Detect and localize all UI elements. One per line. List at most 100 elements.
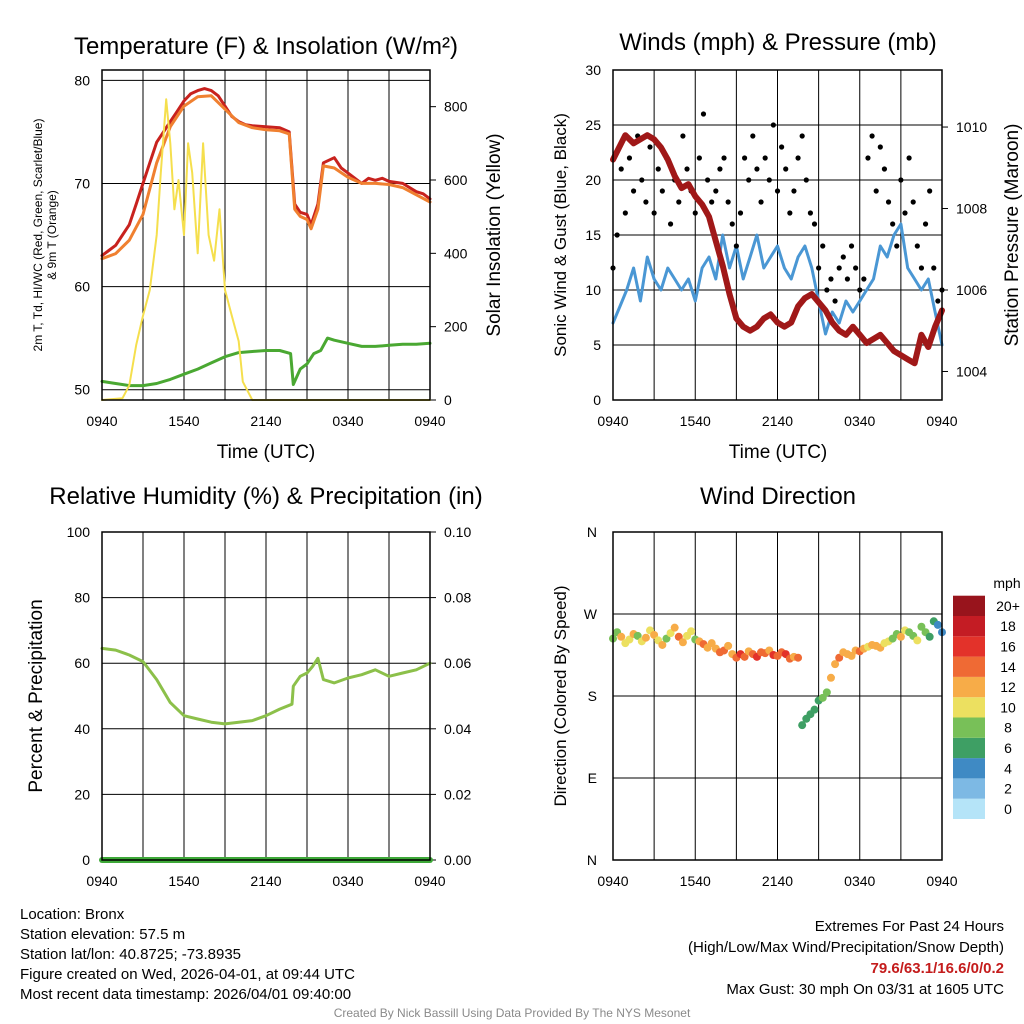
y-axis-label: Sonic Wind & Gust (Blue, Black) [551, 113, 570, 357]
direction-point [831, 660, 840, 669]
direction-point [913, 636, 922, 645]
y-tick-label: 25 [585, 117, 601, 133]
gust-point [836, 265, 842, 271]
y2-tick-label: 800 [444, 99, 468, 115]
colorbar-cell [953, 676, 985, 698]
direction-point [625, 635, 634, 644]
y-tick-label: N [587, 524, 597, 540]
colorbar-label: 20+ [996, 598, 1020, 614]
colorbar-label: 16 [1000, 638, 1016, 654]
gust-point [766, 177, 772, 183]
gust-point [853, 265, 859, 271]
x-tick-label: 0340 [332, 873, 363, 889]
gust-point [795, 155, 801, 161]
gust-point [906, 155, 912, 161]
gust-point [639, 177, 645, 183]
y2-tick-label: 1010 [956, 119, 987, 135]
station-info: Location: Bronx Station elevation: 57.5 … [20, 905, 355, 1005]
direction-point [798, 721, 807, 730]
series-line-2m-dewpoint [100, 336, 432, 388]
gust-point [737, 210, 744, 216]
y-tick-label: 100 [67, 524, 91, 540]
direction-point [662, 634, 671, 643]
y-tick-label: 80 [74, 72, 90, 88]
gust-point [655, 166, 661, 172]
y-tick-label: 70 [74, 175, 90, 191]
x-tick-label: 0940 [414, 413, 445, 429]
colorbar-unit: mph [993, 575, 1020, 591]
y2-tick-label: 0.08 [444, 590, 471, 606]
gust-point [902, 210, 908, 216]
gust-point [729, 221, 735, 227]
x-tick-label: 1540 [680, 873, 711, 889]
gust-point [922, 221, 929, 227]
x-axis-label: Time (UTC) [217, 442, 316, 463]
x-tick-label: 0940 [597, 413, 628, 429]
colorbar-cell [953, 595, 985, 616]
x-tick-label: 0340 [844, 873, 875, 889]
gust-point [927, 188, 933, 194]
plot-frame [101, 531, 431, 861]
colorbar-cell [953, 778, 985, 799]
gust-point [750, 133, 756, 139]
x-tick-label: 1540 [168, 873, 199, 889]
y-tick-label: 20 [585, 172, 601, 188]
gust-point [807, 210, 814, 216]
gust-point [774, 188, 781, 194]
x-tick-label: 0340 [844, 413, 875, 429]
gust-point [647, 144, 653, 150]
y2-tick-label: 0.00 [444, 852, 471, 868]
gust-point [754, 166, 760, 172]
y2-tick-label: 200 [444, 319, 468, 335]
colorbar-cell [953, 616, 985, 637]
series-line-sonic-wind [611, 222, 944, 347]
y-tick-label: 20 [74, 786, 90, 802]
y2-tick-label: 1004 [956, 363, 987, 379]
y-tick-label: 30 [585, 62, 601, 78]
gust-point [848, 243, 855, 249]
station-latlon: Station lat/lon: 40.8725; -73.8935 [20, 946, 242, 963]
direction-point [933, 620, 942, 629]
chart-title: Winds (mph) & Pressure (mb) [619, 29, 936, 56]
gust-point [787, 210, 793, 216]
y2-tick-label: 0.10 [444, 524, 471, 540]
gust-point [783, 166, 789, 172]
chart-title: Wind Direction [700, 483, 856, 510]
series-line-station-pressure [610, 132, 945, 367]
colorbar-label: 6 [1004, 740, 1012, 756]
gust-point [844, 276, 851, 282]
x-tick-label: 0940 [597, 873, 628, 889]
colorbar-label: 8 [1004, 720, 1012, 736]
y2-tick-label: 1008 [956, 201, 987, 217]
colorbar-label: 14 [1000, 659, 1016, 675]
max-gust: Max Gust: 30 mph On 03/31 at 1605 UTC [726, 981, 1004, 998]
direction-point [847, 651, 856, 660]
gust-point [935, 298, 941, 304]
direction-point [633, 631, 642, 640]
gust-point [885, 199, 892, 205]
gust-point [779, 144, 785, 150]
direction-point [707, 639, 716, 648]
gust-point [824, 287, 830, 293]
y2-tick-label: 400 [444, 245, 468, 261]
plot-frame [612, 531, 943, 861]
direction-point [674, 632, 683, 641]
gust-point [832, 298, 838, 304]
direction-point [896, 632, 905, 641]
x-tick-label: 0940 [86, 413, 117, 429]
direction-point [794, 653, 803, 662]
chart-wind: Winds (mph) & Pressure (mb) 0 5 10 15 20 25 30 1… [551, 29, 1023, 463]
gust-point [791, 188, 797, 194]
gust-point [622, 210, 628, 216]
gust-point [869, 133, 875, 139]
y-tick-label: N [587, 852, 597, 868]
direction-point [835, 653, 844, 662]
direction-point [822, 688, 831, 697]
series-line-9m-temperature [100, 94, 432, 261]
gust-point [651, 210, 657, 216]
gust-point [721, 155, 727, 161]
gust-point [811, 221, 818, 227]
series-line-relative-humidity [100, 646, 432, 726]
direction-point [617, 632, 626, 641]
